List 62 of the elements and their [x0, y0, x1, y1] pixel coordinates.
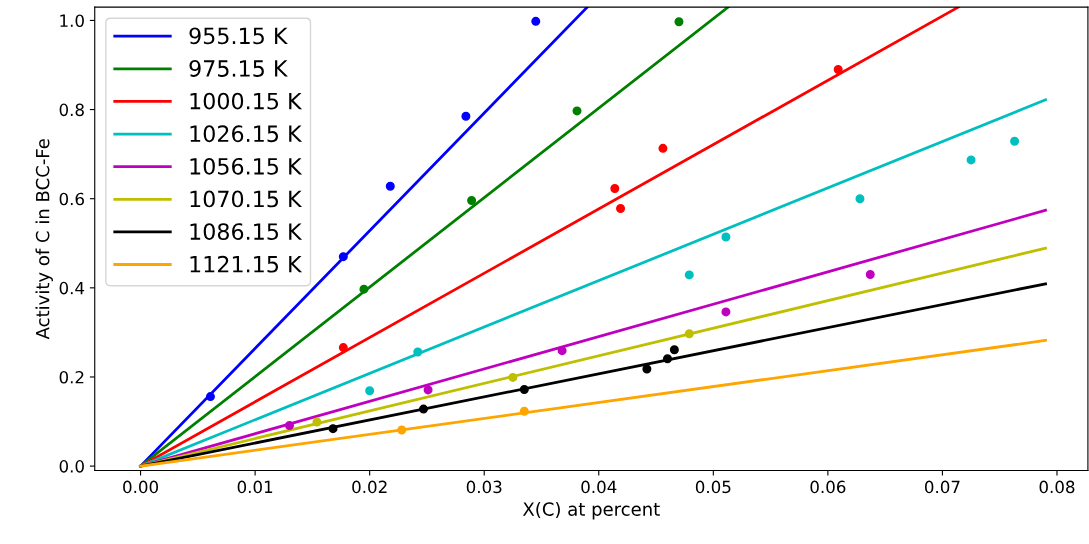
point	[1010, 136, 1020, 146]
point	[865, 269, 875, 279]
point	[284, 421, 294, 431]
point	[312, 417, 322, 427]
point	[557, 346, 567, 356]
point	[669, 345, 679, 355]
y-axis-title: Activity of C in BCC-Fe	[35, 139, 53, 340]
point	[328, 424, 338, 434]
point	[338, 252, 348, 262]
point	[572, 106, 582, 116]
point	[642, 364, 652, 374]
point	[508, 372, 518, 382]
point	[338, 343, 348, 353]
y-tick-label: 1.0	[60, 14, 84, 28]
point	[423, 385, 433, 395]
y-tick-label: 0.2	[59, 370, 84, 384]
point	[531, 16, 541, 26]
x-tick-label: 0.00	[123, 480, 159, 494]
point	[721, 232, 731, 242]
point	[610, 183, 620, 193]
legend-label: 1000.15 K	[190, 92, 303, 110]
legend-label: 955.15 K	[189, 27, 288, 45]
y-tick-label: 0.6	[59, 192, 84, 206]
x-tick-label: 0.08	[1039, 480, 1075, 494]
x-tick-label: 0.04	[581, 480, 617, 494]
point	[658, 143, 668, 153]
legend-label: 1056.15 K	[190, 157, 303, 175]
point	[663, 354, 673, 364]
x-tick-label: 0.02	[352, 480, 387, 494]
x-tick-label: 0.01	[237, 480, 273, 494]
point	[684, 270, 694, 280]
point	[365, 386, 375, 396]
point	[461, 111, 471, 121]
y-tick-label: 0.0	[59, 460, 84, 473]
legend-label: 1086.15 K	[190, 223, 303, 240]
point	[519, 384, 529, 394]
point	[519, 406, 529, 416]
x-tick-label: 0.03	[466, 480, 502, 494]
point	[966, 155, 976, 165]
point	[833, 64, 843, 74]
point	[385, 181, 395, 191]
point	[397, 425, 407, 435]
y-tick-label: 0.4	[59, 281, 85, 295]
legend-label: 1070.15 K	[190, 190, 303, 208]
legend-label: 1026.15 K	[190, 125, 303, 143]
point	[616, 204, 626, 214]
point	[359, 284, 369, 294]
legend-label: 1121.15 K	[190, 255, 303, 273]
x-axis-title: X(C) at percent	[522, 501, 660, 520]
legend-label: 975.15 K	[189, 60, 288, 77]
point	[674, 17, 684, 27]
x-tick-label: 0.05	[695, 480, 731, 494]
point	[467, 195, 477, 205]
point	[855, 194, 865, 204]
point	[205, 392, 215, 402]
x-tick-label: 0.06	[810, 480, 846, 494]
y-tick-label: 0.8	[59, 103, 84, 117]
point	[419, 404, 429, 414]
point	[413, 347, 423, 357]
x-tick-label: 0.07	[924, 480, 960, 494]
point	[684, 329, 694, 339]
point	[721, 307, 731, 317]
